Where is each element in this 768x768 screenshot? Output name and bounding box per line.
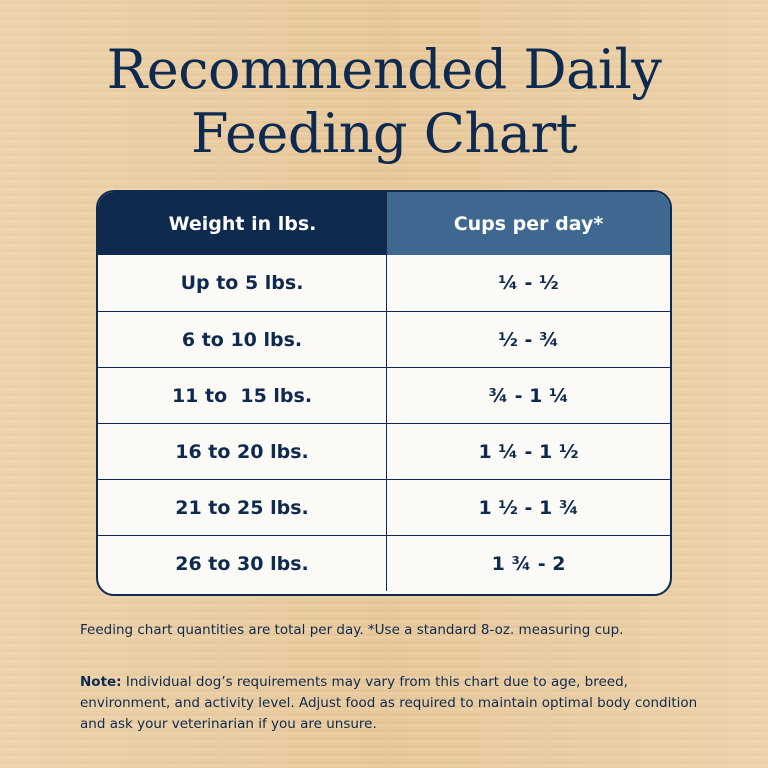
page-title: Recommended Daily Feeding Chart [0,38,768,166]
cups-cell: ¼ - ½ [498,272,559,294]
title-line-1: Recommended Daily [106,38,662,101]
cups-cell: 1 ½ - 1 ¾ [478,496,579,519]
cups-cell: ¾ - 1 ¼ [488,384,569,407]
cups-cell: ½ - ¾ [498,328,559,351]
title-line-2: Feeding Chart [190,102,578,165]
cups-cell: 1 ¼ - 1 ½ [478,440,579,463]
table-row: 11 to 15 lbs. ¾ - 1 ¼ [98,367,670,423]
table-header: Weight in lbs. Cups per day* [98,192,670,255]
table-row: 21 to 25 lbs. 1 ½ - 1 ¾ [98,479,670,535]
note-label: Note: [80,674,122,690]
table-row: Up to 5 lbs. ¼ - ½ [98,255,670,311]
weight-cell: 26 to 30 lbs. [98,536,387,591]
header-weight: Weight in lbs. [98,192,387,255]
header-cups: Cups per day* [387,192,670,255]
feeding-table: Weight in lbs. Cups per day* Up to 5 lbs… [96,190,672,596]
weight-cell: 11 to 15 lbs. [98,368,387,423]
cups-cell: 1 ¾ - 2 [491,552,566,575]
note: Note: Individual dog’s requirements may … [80,672,700,735]
table-row: 16 to 20 lbs. 1 ¼ - 1 ½ [98,423,670,479]
weight-cell: 21 to 25 lbs. [98,480,387,535]
table-row: 6 to 10 lbs. ½ - ¾ [98,311,670,367]
table-body: Up to 5 lbs. ¼ - ½ 6 to 10 lbs. ½ - ¾ 11… [98,255,670,591]
weight-cell: 16 to 20 lbs. [98,424,387,479]
note-text: Individual dog’s requirements may vary f… [80,674,698,732]
footnote: Feeding chart quantities are total per d… [80,622,624,638]
weight-cell: 6 to 10 lbs. [98,312,387,367]
weight-cell: Up to 5 lbs. [98,255,387,311]
table-row: 26 to 30 lbs. 1 ¾ - 2 [98,535,670,591]
